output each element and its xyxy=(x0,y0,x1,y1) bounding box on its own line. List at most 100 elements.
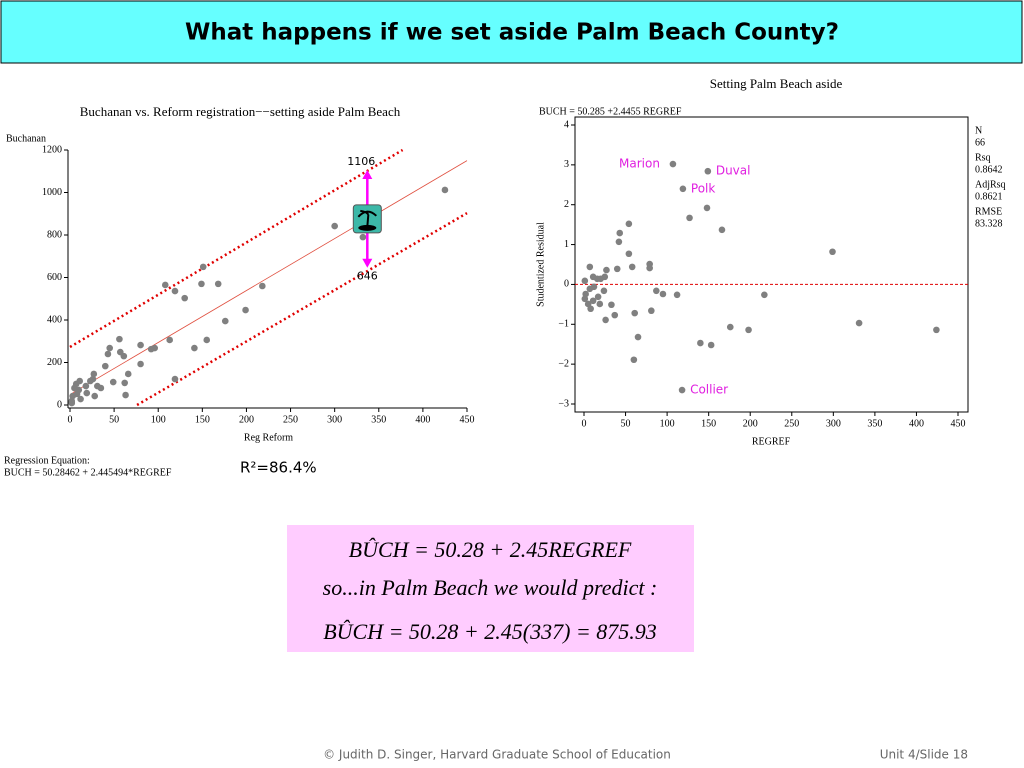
data-point xyxy=(203,336,211,344)
data-point xyxy=(82,382,90,390)
y-tick-label: 200 xyxy=(47,357,62,368)
x-tick-label: 0 xyxy=(68,414,73,425)
data-point xyxy=(596,300,604,308)
x-tick-label: 100 xyxy=(660,418,675,429)
data-point xyxy=(106,344,113,352)
stat-label: RMSE xyxy=(975,206,1002,217)
y-tick-label: 0 xyxy=(564,279,569,290)
x-tick-label: 350 xyxy=(867,418,882,429)
palm-icon-island xyxy=(358,224,377,231)
data-point xyxy=(703,204,711,212)
x-tick-label: 400 xyxy=(909,418,924,429)
data-point xyxy=(83,389,91,397)
x-tick-label: 400 xyxy=(415,414,430,425)
fit-line xyxy=(72,160,468,394)
data-point xyxy=(686,214,693,222)
data-point xyxy=(586,263,594,271)
data-point xyxy=(199,263,207,271)
chart-title: Buchanan vs. Reform registration−−settin… xyxy=(80,104,401,119)
data-point xyxy=(601,273,609,281)
data-point xyxy=(214,280,222,288)
y-tick-label: 4 xyxy=(564,119,569,130)
x-axis-label: Reg Reform xyxy=(244,432,293,443)
data-point xyxy=(697,339,704,347)
data-point xyxy=(69,392,76,400)
data-point xyxy=(589,297,597,305)
equation-heading: Regression Equation: xyxy=(4,455,90,466)
x-tick-label: 50 xyxy=(109,414,119,425)
x-tick-label: 0 xyxy=(582,418,587,429)
title-bar xyxy=(0,0,1023,64)
stat-label: Rsq xyxy=(975,152,991,163)
y-tick-label: 0 xyxy=(57,399,62,410)
data-point xyxy=(600,287,608,295)
data-point xyxy=(68,399,76,407)
y-tick-label: 1200 xyxy=(42,144,62,155)
data-point xyxy=(359,233,367,241)
formula-line: BÛCH = 50.28 + 2.45REGREF xyxy=(349,537,632,562)
data-point xyxy=(161,281,169,289)
data-point xyxy=(586,285,594,293)
data-point xyxy=(933,326,940,334)
formula-box xyxy=(287,525,694,652)
footer-credit: © Judith D. Singer, Harvard Graduate Sch… xyxy=(323,748,671,762)
data-point xyxy=(109,378,117,386)
data-point xyxy=(86,377,94,385)
data-point xyxy=(761,291,768,299)
data-point xyxy=(90,370,98,378)
x-axis-label: REGREF xyxy=(752,436,791,447)
data-point xyxy=(75,386,83,394)
data-point xyxy=(611,311,619,319)
footer-slide: Unit 4/Slide 18 xyxy=(880,748,968,762)
stat-value: 83.328 xyxy=(975,218,1003,229)
data-point xyxy=(602,316,609,324)
y-axis-label: Buchanan xyxy=(6,133,46,144)
equation: BUCH = 50.28462 + 2.445494*REGREF xyxy=(4,467,172,478)
data-point xyxy=(704,167,712,175)
data-point xyxy=(120,352,128,360)
point-label: Collier xyxy=(690,383,728,397)
plot-frame xyxy=(574,116,969,413)
data-point xyxy=(124,370,132,378)
data-point xyxy=(94,382,101,390)
data-point xyxy=(659,290,667,298)
data-point xyxy=(101,362,109,370)
y-tick-label: 800 xyxy=(47,229,62,240)
data-point xyxy=(121,379,128,387)
data-point xyxy=(104,350,112,358)
y-tick-label: 400 xyxy=(47,314,62,325)
data-point xyxy=(166,336,173,344)
data-point xyxy=(648,307,655,315)
chart-subtitle: BUCH = 50.285 +2.4455 REGREF xyxy=(539,106,682,117)
x-tick-label: 100 xyxy=(151,414,166,425)
y-tick-label: −2 xyxy=(558,358,569,369)
data-point xyxy=(631,309,638,317)
formula-line: BÛCH = 50.28 + 2.45(337) = 875.93 xyxy=(323,619,657,644)
prediction-band xyxy=(136,212,468,407)
data-point xyxy=(181,294,188,302)
data-point xyxy=(171,287,179,295)
data-point xyxy=(594,293,602,301)
data-point xyxy=(615,238,623,246)
data-point xyxy=(91,392,99,400)
y-tick-label: 2 xyxy=(564,199,569,210)
data-point xyxy=(829,248,836,256)
x-tick-label: 300 xyxy=(327,414,342,425)
x-tick-label: 200 xyxy=(239,414,254,425)
y-tick-label: −1 xyxy=(558,319,569,330)
data-point xyxy=(259,282,266,290)
data-point xyxy=(191,344,198,352)
stat-label: N xyxy=(975,125,982,136)
data-point xyxy=(745,326,752,334)
x-tick-label: 250 xyxy=(283,414,298,425)
data-point xyxy=(198,280,205,288)
stat-label: AdjRsq xyxy=(975,179,1006,190)
data-point xyxy=(441,186,449,194)
data-point xyxy=(616,229,624,237)
data-point xyxy=(679,185,687,193)
data-point xyxy=(77,395,84,403)
data-point xyxy=(122,391,129,399)
data-point xyxy=(221,317,229,325)
data-point xyxy=(707,341,715,349)
